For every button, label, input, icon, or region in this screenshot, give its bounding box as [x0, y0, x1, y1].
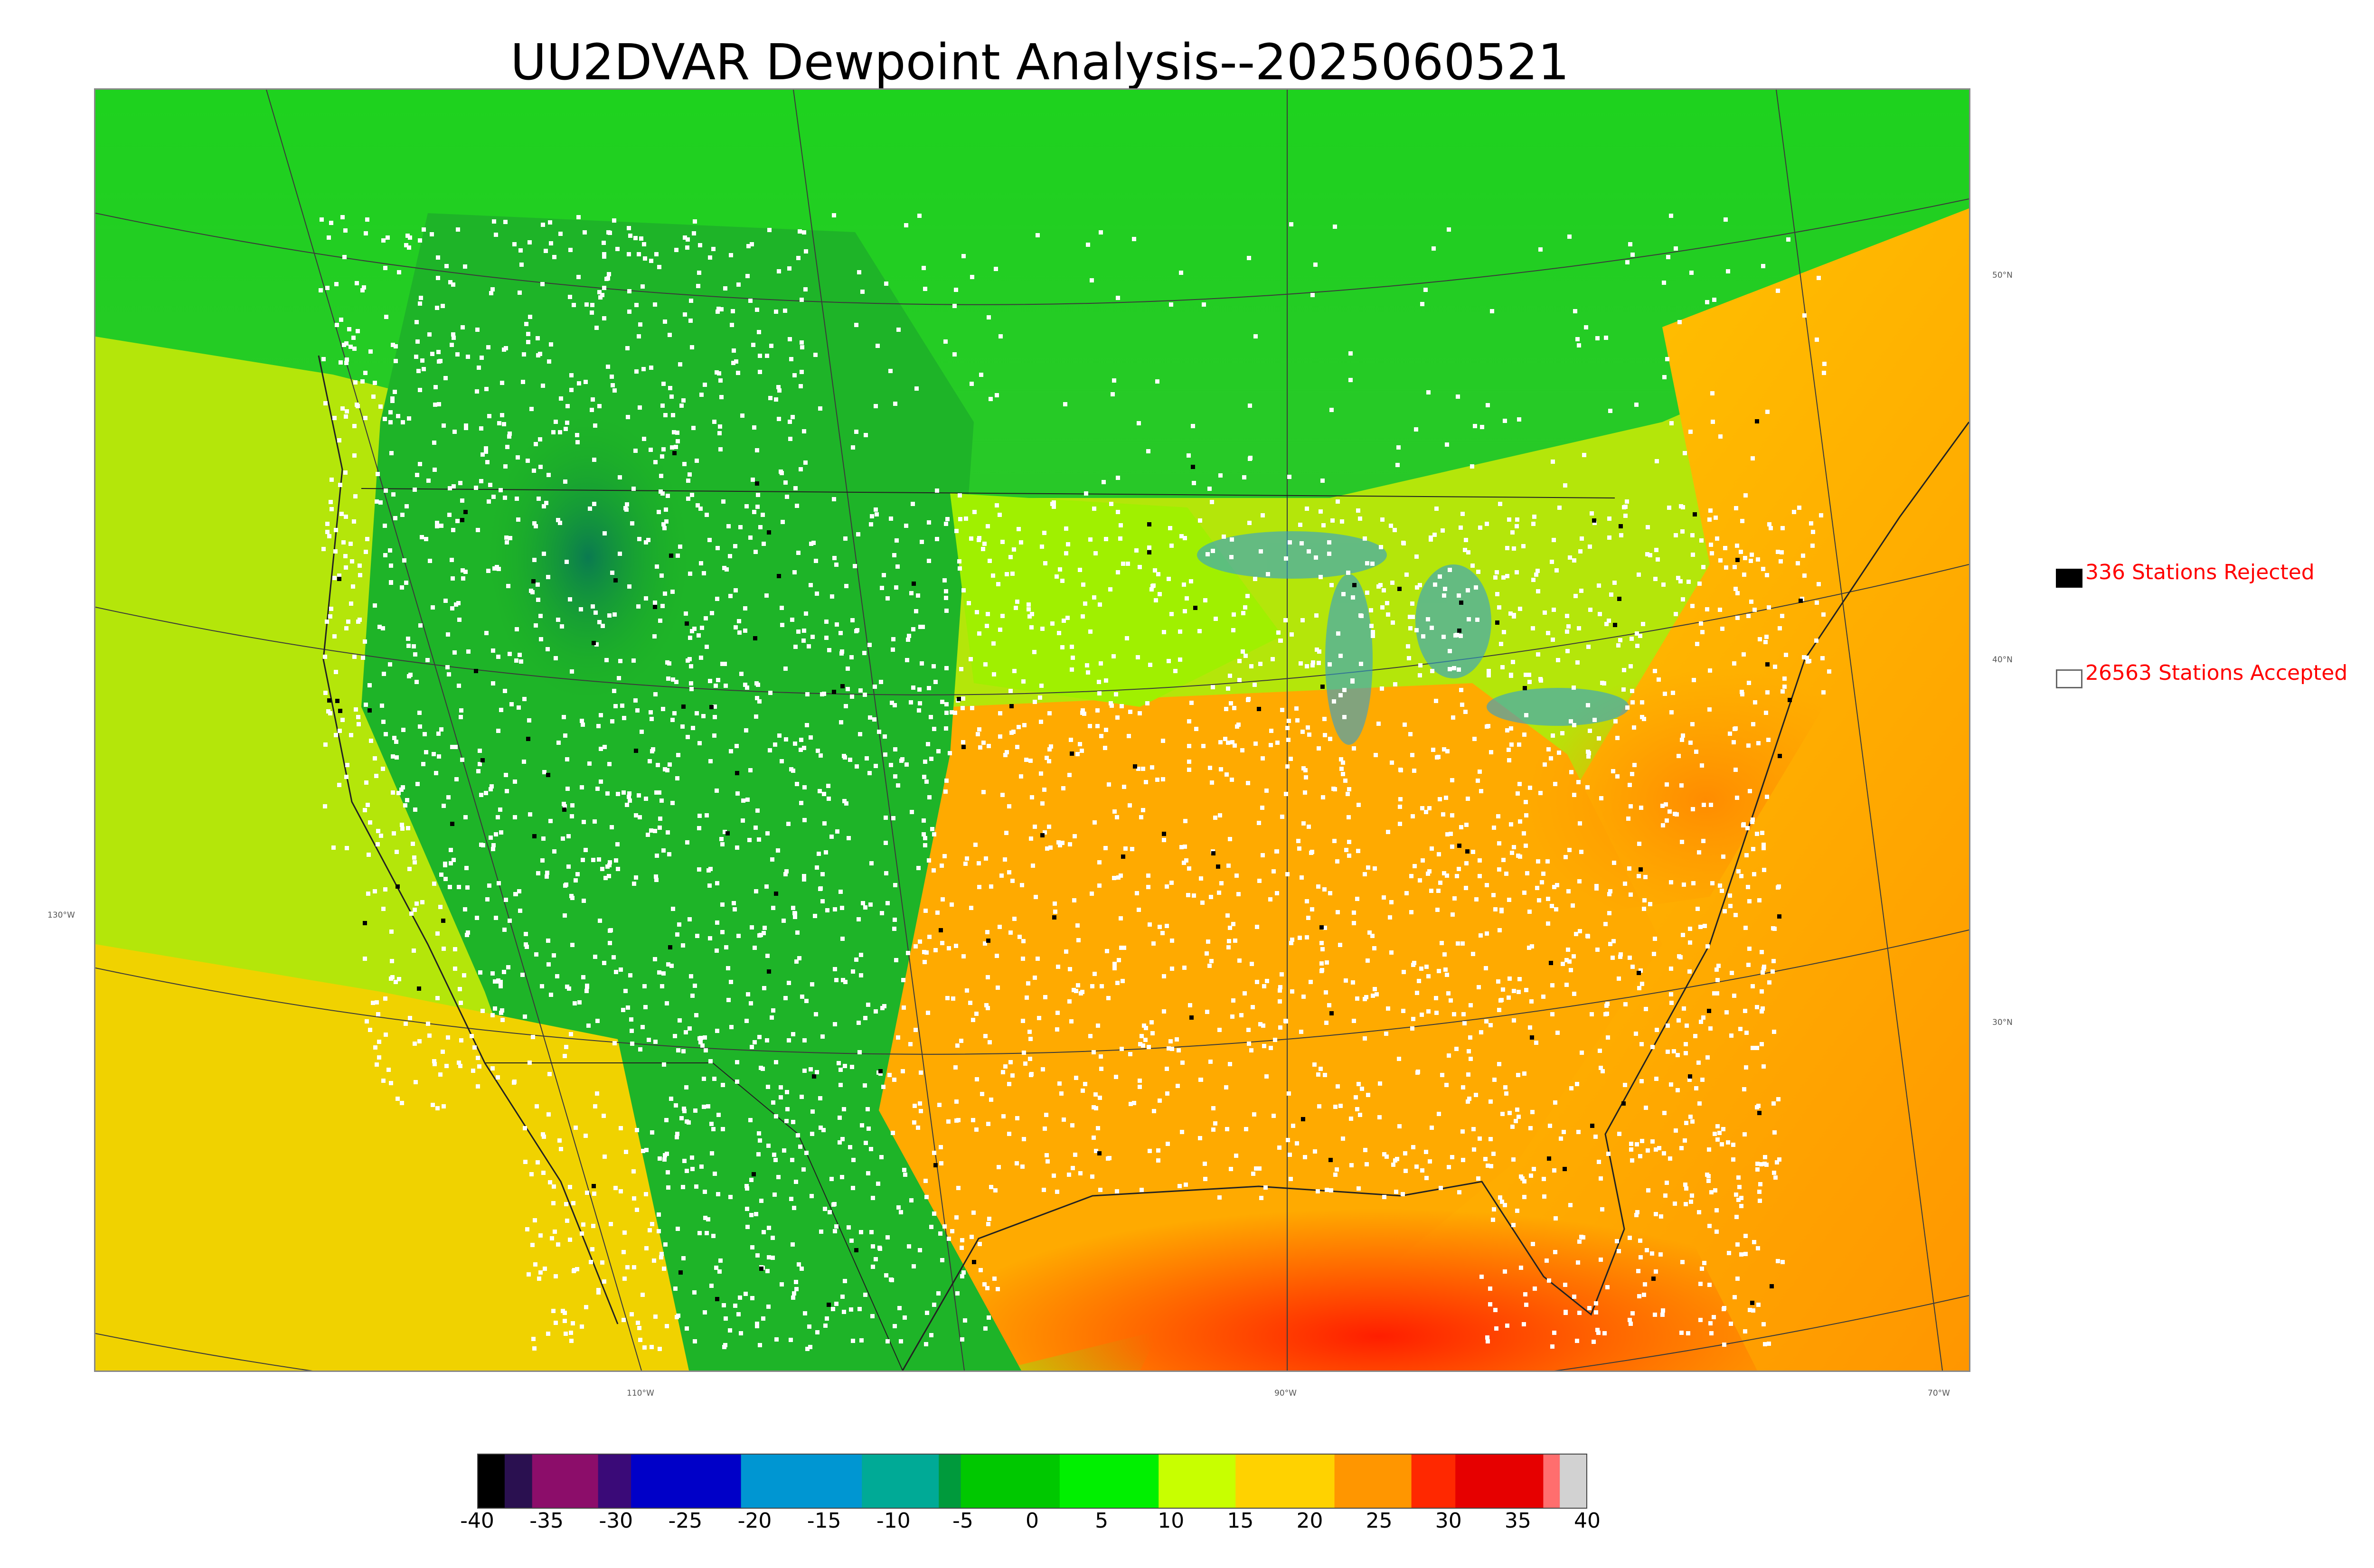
colorbar-segment [631, 1454, 742, 1509]
colorbar-tick-label: -15 [807, 1509, 841, 1533]
lon-label-70w: 70°W [1928, 1389, 1950, 1398]
colorbar [477, 1454, 1587, 1509]
lat-label-50n: 50°N [1992, 271, 2013, 280]
lon-label-130w: 130°W [47, 911, 75, 920]
colorbar-tick-label: 0 [1026, 1509, 1039, 1533]
rejected-stations [327, 419, 1803, 1307]
colorbar-segment [1235, 1454, 1335, 1509]
colorbar-tick-label: 20 [1296, 1509, 1323, 1533]
colorbar-tick-label: -30 [599, 1509, 633, 1533]
colorbar-tick-label: -10 [876, 1509, 911, 1533]
colorbar-segment [961, 1454, 1060, 1509]
colorbar-tick-label: 5 [1095, 1509, 1109, 1533]
colorbar-tick-label: 15 [1227, 1509, 1254, 1533]
colorbar-tick-label: -35 [529, 1509, 564, 1533]
accepted-stations [319, 213, 1831, 1351]
colorbar-tick-label: 30 [1435, 1509, 1462, 1533]
colorbar-tick-label: -20 [737, 1509, 772, 1533]
colorbar-tick-label: 35 [1504, 1509, 1531, 1533]
great-lakes [1197, 531, 1629, 745]
lat-label-30n: 30°N [1992, 1018, 2013, 1027]
colorbar-segment [1059, 1454, 1159, 1509]
colorbar-tick-label: 10 [1158, 1509, 1185, 1533]
colorbar-tick-label: 40 [1574, 1509, 1601, 1533]
colorbar-segment [598, 1454, 632, 1509]
colorbar-tick-label: -5 [952, 1509, 973, 1533]
colorbar-segment [1159, 1454, 1236, 1509]
colorbar-segment [532, 1454, 599, 1509]
rejected-swatch [2056, 569, 2082, 588]
colorbar-segment [477, 1454, 505, 1509]
colorbar-segment [1455, 1454, 1544, 1509]
lon-label-90w: 90°W [1274, 1389, 1297, 1398]
colorbar-segment [504, 1454, 533, 1509]
coastlines [318, 355, 1969, 1371]
colorbar-segment [1560, 1454, 1587, 1509]
lat-label-40n: 40°N [1992, 655, 2013, 665]
colorbar-segment [862, 1454, 940, 1509]
colorbar-segment [1411, 1454, 1456, 1509]
colorbar-segment [1543, 1454, 1561, 1509]
colorbar-segment [939, 1454, 961, 1509]
accepted-label: 26563 Stations Accepted [2085, 661, 2348, 685]
colorbar-tick-label: -40 [460, 1509, 494, 1533]
dewpoint-map[interactable] [94, 88, 1970, 1372]
map-title: UU2DVAR Dewpoint Analysis--2025060521 [510, 33, 1570, 91]
dewpoint-field [95, 90, 1969, 1371]
gulf-field [760, 1087, 1757, 1371]
accepted-swatch [2056, 669, 2082, 688]
rejected-label: 336 Stations Rejected [2085, 560, 2315, 584]
colorbar-tick-label: -25 [668, 1509, 703, 1533]
colorbar-segment [741, 1454, 863, 1509]
lon-label-110w: 110°W [627, 1389, 654, 1398]
baja-field [95, 944, 689, 1371]
colorbar-tick-label: 25 [1366, 1509, 1393, 1533]
colorbar-segment [1334, 1454, 1412, 1509]
